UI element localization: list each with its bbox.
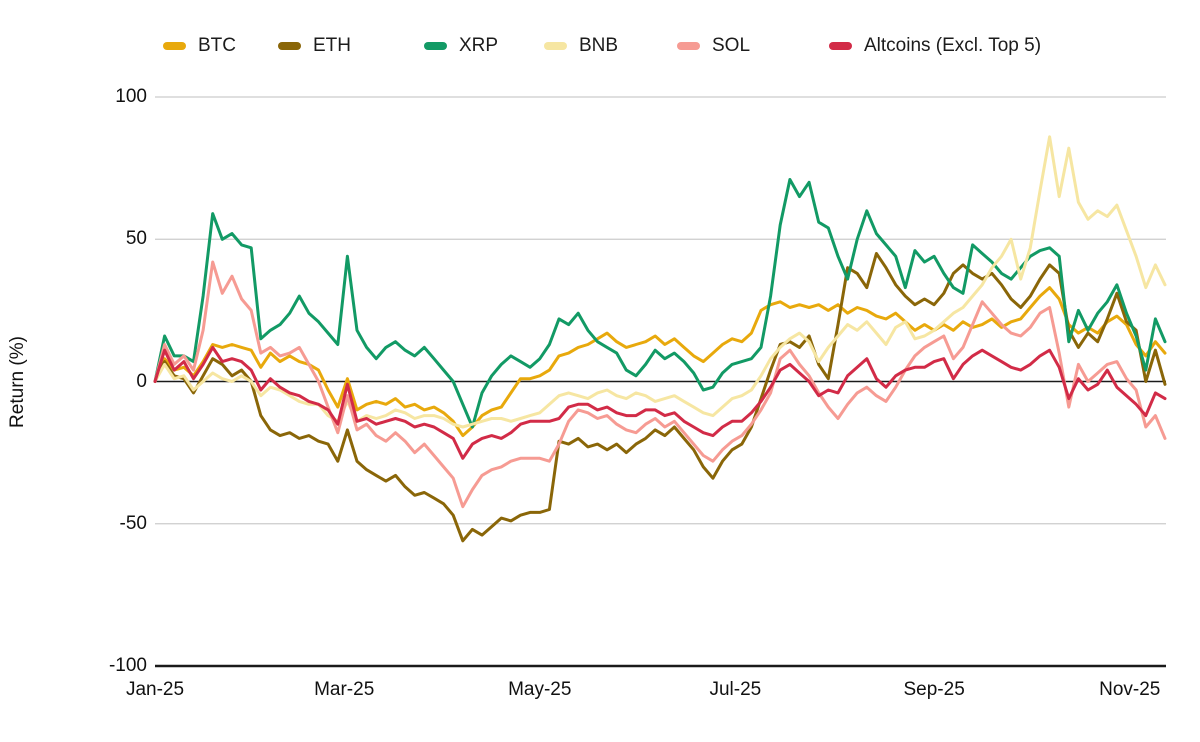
legend-item-altcoins-excl-top-5[interactable]: Altcoins (Excl. Top 5): [829, 33, 1041, 59]
series-line-btc: [153, 286, 1167, 438]
series-line-xrp: [153, 178, 1167, 429]
legend-swatch-bnb: [544, 42, 567, 50]
x-tick-label-jul-25: Jul-25: [709, 679, 762, 700]
legend-label-bnb: BNB: [579, 35, 619, 56]
legend-label-eth: ETH: [313, 35, 351, 56]
x-tick-label-nov-25: Nov-25: [1099, 679, 1161, 700]
x-tick-label-mar-25: Mar-25: [314, 679, 375, 700]
legend-item-xrp[interactable]: XRP: [424, 33, 498, 59]
series-line-eth: [153, 252, 1167, 543]
y-tick-label-100: 100: [115, 86, 147, 107]
legend-label-btc: BTC: [198, 35, 236, 56]
legend-item-bnb[interactable]: BNB: [544, 33, 618, 59]
series-line-sol: [153, 260, 1167, 509]
legend-label-altcoins-excl-top-5: Altcoins (Excl. Top 5): [864, 35, 1042, 56]
legend-item-sol[interactable]: SOL: [677, 33, 750, 59]
y-tick-label-50: 50: [125, 228, 147, 250]
y-tick-label--100: -100: [108, 655, 147, 676]
x-tick-label-may-25: May-25: [508, 679, 572, 700]
legend-swatch-altcoins-excl-top-5: [829, 42, 852, 50]
legend-swatch-eth: [278, 42, 301, 50]
series-line-bnb: [153, 135, 1167, 429]
legend-item-eth[interactable]: ETH: [278, 33, 351, 59]
legend-swatch-btc: [163, 42, 186, 50]
legend-swatch-xrp: [424, 42, 447, 50]
legend: BTC ETH XRP BNB SOL Altcoins (Excl. Top 5): [0, 33, 1200, 59]
legend-label-sol: SOL: [712, 35, 751, 56]
legend-label-xrp: XRP: [459, 35, 499, 56]
y-tick-label--50: -50: [119, 512, 147, 534]
x-tick-label-jan-25: Jan-25: [125, 679, 185, 700]
legend-swatch-sol: [677, 42, 700, 50]
y-tick-label-0: 0: [136, 370, 147, 392]
series-line-altcoins-excl-top-5: [153, 345, 1167, 460]
legend-item-btc[interactable]: BTC: [163, 33, 236, 59]
x-tick-label-sep-25: Sep-25: [903, 679, 965, 700]
